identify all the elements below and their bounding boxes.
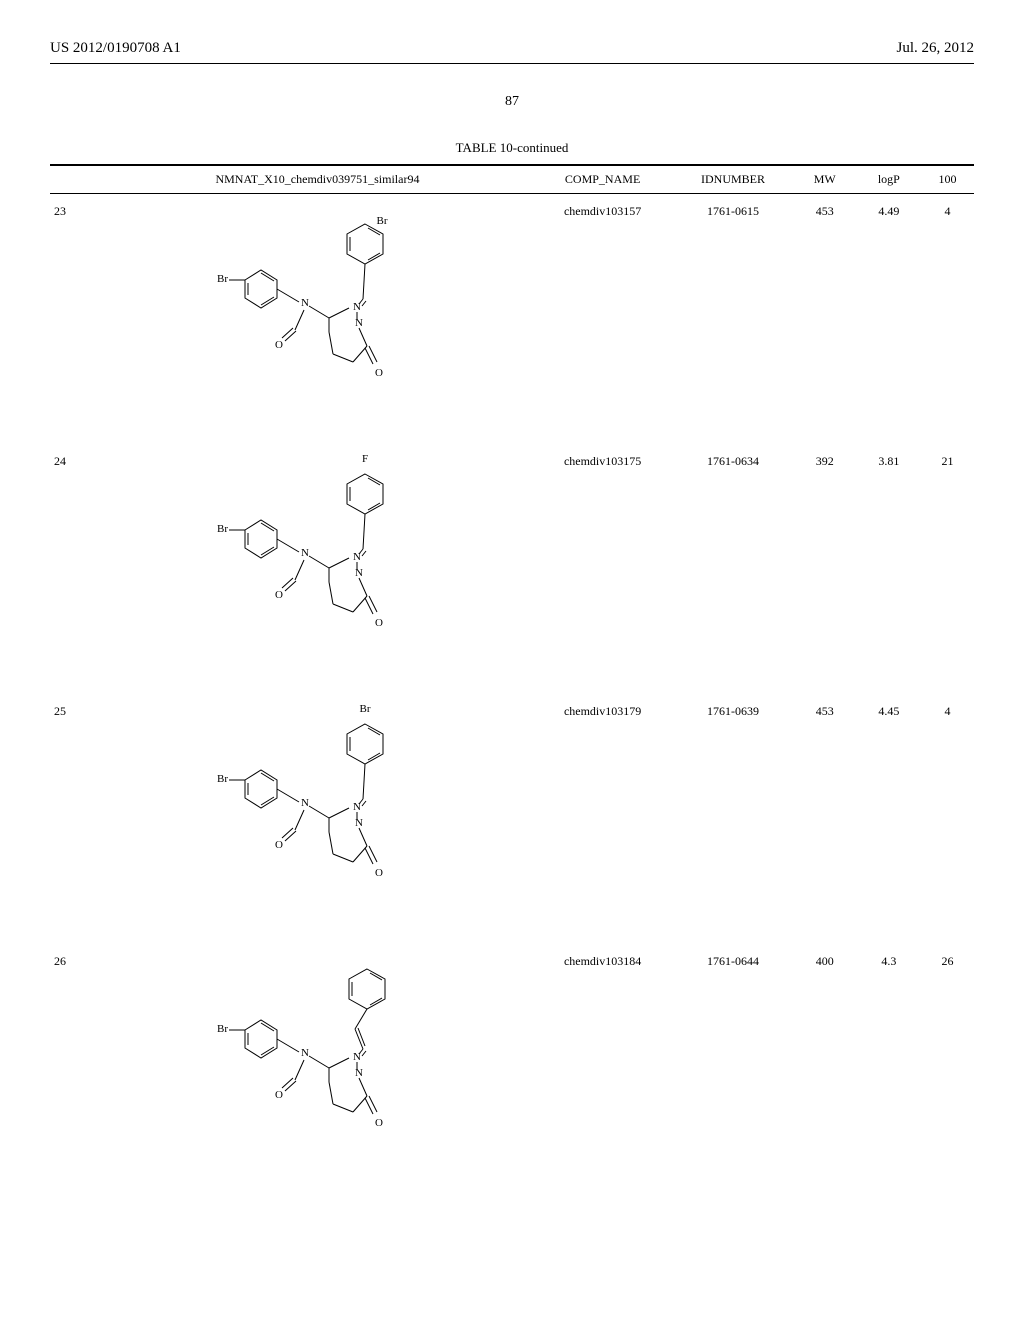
molecule-diagram: Br N O N N O: [177, 704, 457, 914]
svg-text:F: F: [362, 454, 368, 465]
mw: 392: [793, 444, 857, 694]
publication-number: US 2012/0190708 A1: [50, 40, 181, 57]
svg-text:Br: Br: [360, 704, 371, 715]
table-title: TABLE 10-continued: [50, 140, 974, 156]
svg-text:N: N: [301, 1047, 309, 1059]
svg-text:N: N: [355, 567, 363, 579]
publication-date: Jul. 26, 2012: [896, 40, 974, 57]
svg-text:O: O: [275, 589, 283, 601]
c100: 21: [921, 444, 974, 694]
svg-text:N: N: [355, 1067, 363, 1079]
structure-cell: Br N O N N O: [103, 194, 532, 445]
svg-text:O: O: [375, 617, 383, 629]
svg-text:Br: Br: [217, 273, 228, 285]
svg-text:O: O: [275, 339, 283, 351]
id-number: 1761-0639: [673, 694, 792, 944]
col-logp: logP: [857, 165, 921, 194]
header-divider: [50, 63, 974, 64]
svg-text:N: N: [301, 797, 309, 809]
structure-cell: Br N O N N O: [103, 944, 532, 1194]
c100: 4: [921, 694, 974, 944]
svg-text:Br: Br: [377, 215, 388, 227]
svg-text:Br: Br: [217, 1023, 228, 1035]
page-header: US 2012/0190708 A1 Jul. 26, 2012: [50, 40, 974, 57]
structure-cell: Br N O N N O: [103, 694, 532, 944]
structure-cell: Br N O N N O: [103, 444, 532, 694]
row-index: 26: [50, 944, 103, 1194]
page-number: 87: [50, 94, 974, 110]
row-index: 23: [50, 194, 103, 445]
comp-name: chemdiv103175: [532, 444, 673, 694]
svg-text:N: N: [301, 547, 309, 559]
logp: 3.81: [857, 444, 921, 694]
id-number: 1761-0615: [673, 194, 792, 445]
c100: 4: [921, 194, 974, 445]
mw: 453: [793, 194, 857, 445]
mw: 453: [793, 694, 857, 944]
id-number: 1761-0644: [673, 944, 792, 1194]
svg-text:Br: Br: [217, 523, 228, 535]
c100: 26: [921, 944, 974, 1194]
col-index: [50, 165, 103, 194]
col-mw: MW: [793, 165, 857, 194]
col-structure: NMNAT_X10_chemdiv039751_similar94: [103, 165, 532, 194]
table-row: 26 Br N O N N O: [50, 944, 974, 1194]
molecule-diagram: Br N O N N O: [177, 954, 457, 1164]
logp: 4.49: [857, 194, 921, 445]
col-100: 100: [921, 165, 974, 194]
svg-text:O: O: [275, 1089, 283, 1101]
svg-text:N: N: [301, 297, 309, 309]
svg-text:O: O: [275, 839, 283, 851]
molecule-diagram: Br N O N N O: [177, 204, 457, 414]
table-header-row: NMNAT_X10_chemdiv039751_similar94 COMP_N…: [50, 165, 974, 194]
comp-name: chemdiv103157: [532, 194, 673, 445]
id-number: 1761-0634: [673, 444, 792, 694]
mw: 400: [793, 944, 857, 1194]
table-row: 25 Br N O N N O: [50, 694, 974, 944]
molecule-diagram: Br N O N N O: [177, 454, 457, 664]
svg-text:O: O: [375, 1117, 383, 1129]
comp-name: chemdiv103184: [532, 944, 673, 1194]
svg-text:N: N: [355, 817, 363, 829]
comp-name: chemdiv103179: [532, 694, 673, 944]
logp: 4.45: [857, 694, 921, 944]
table-row: 23 Br N O N N O: [50, 194, 974, 445]
logp: 4.3: [857, 944, 921, 1194]
table-row: 24 Br N O N N O: [50, 444, 974, 694]
svg-text:N: N: [355, 317, 363, 329]
row-index: 25: [50, 694, 103, 944]
row-index: 24: [50, 444, 103, 694]
col-compname: COMP_NAME: [532, 165, 673, 194]
compound-table: NMNAT_X10_chemdiv039751_similar94 COMP_N…: [50, 164, 974, 1194]
svg-text:Br: Br: [217, 773, 228, 785]
svg-text:O: O: [375, 367, 383, 379]
svg-text:O: O: [375, 867, 383, 879]
col-idnumber: IDNUMBER: [673, 165, 792, 194]
